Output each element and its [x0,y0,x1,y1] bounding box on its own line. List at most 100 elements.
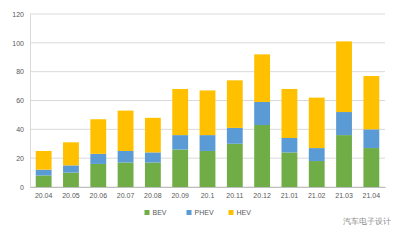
bar [63,142,79,165]
bar [254,102,270,125]
grid-line [30,71,385,72]
bar [336,41,352,112]
legend-label: BEV [153,209,167,216]
bar [90,164,106,187]
legend-item: HEV [229,209,252,216]
x-tick: 20.09 [171,187,189,199]
bar [172,135,188,149]
bar [336,135,352,187]
x-tick: 21.02 [308,187,326,199]
bar [145,118,161,153]
grid-line [30,14,385,15]
x-tick-label: 20.08 [144,192,162,199]
bar [36,170,52,176]
bar [363,148,379,187]
x-tick: 20.11 [226,187,243,199]
x-tick-label: 21.04 [363,192,381,199]
bar [200,90,216,135]
x-tick: 21.03 [335,187,353,199]
bar [227,128,243,144]
x-tick: 20.1 [201,187,215,199]
bar [363,76,379,129]
y-tick: 20 [16,155,30,162]
y-tick: 40 [16,126,30,133]
bar [36,175,52,187]
bar [282,152,298,187]
legend-label: PHEV [195,209,214,216]
y-tick: 60 [16,97,30,104]
grid [30,14,385,187]
x-tick-label: 21.02 [308,192,326,199]
bar [145,162,161,187]
bars [36,41,380,187]
bar [227,80,243,128]
bar [363,129,379,148]
bar [336,112,352,135]
y-tick: 0 [20,184,30,191]
x-tick: 20.04 [35,187,53,199]
y-tick-label: 100 [12,40,24,47]
y-tick: 120 [12,11,30,18]
y-axis: 0 20 40 60 80 100 120 [12,11,30,191]
x-tick-label: 20.09 [171,192,189,199]
legend-item: PHEV [187,209,214,216]
bar [36,151,52,170]
bar [63,173,79,187]
bar [118,151,134,163]
bar [200,151,216,187]
legend-swatch [229,210,234,215]
x-tick: 20.05 [62,187,80,199]
x-tick-label: 21.01 [281,192,299,199]
bar [90,154,106,164]
y-tick-label: 60 [16,97,24,104]
bar [90,119,106,154]
bar [118,111,134,151]
y-tick-label: 40 [16,126,24,133]
bar [309,148,325,161]
x-tick: 20.12 [253,187,271,199]
x-tick: 21.01 [281,187,299,199]
bar [309,161,325,187]
bar [172,150,188,187]
bar [172,89,188,135]
legend-item: BEV [145,209,167,216]
bar [282,138,298,152]
legend: BEV PHEV HEV [145,209,252,216]
bar [227,144,243,187]
y-tick-label: 0 [20,184,24,191]
x-tick-label: 21.03 [335,192,353,199]
x-tick: 20.07 [117,187,135,199]
bar [254,125,270,187]
bar [254,54,270,102]
y-tick: 80 [16,68,30,75]
y-tick: 100 [12,40,30,47]
grid-line [30,42,385,43]
bar [200,135,216,151]
bar [118,162,134,187]
watermark: 汽车电子设计 [343,217,391,226]
x-tick-label: 20.05 [62,192,80,199]
x-tick-label: 20.07 [117,192,135,199]
x-axis: 20.04 20.05 20.06 20.07 20.08 20.09 20.1 20.11 2… [31,187,386,199]
y-tick-label: 80 [16,68,24,75]
x-tick-label: 20.11 [226,192,243,199]
legend-swatch [145,210,150,215]
chart: 0 20 40 60 80 100 120 20.04 20.05 20.06 20.07 20.08… [0,0,395,229]
x-tick: 20.06 [90,187,108,199]
x-tick-label: 20.06 [90,192,108,199]
x-tick: 21.04 [363,187,381,199]
y-tick-label: 20 [16,155,24,162]
series-hev [36,41,380,169]
x-axis-line [31,187,386,188]
plot: 0 20 40 60 80 100 120 20.04 20.05 20.06 20.07 20.08… [12,11,385,199]
y-axis-line [30,15,31,188]
bar [63,165,79,172]
x-tick-label: 20.04 [35,192,53,199]
x-tick-label: 20.1 [201,192,215,199]
legend-label: HEV [237,209,252,216]
x-tick-label: 20.12 [253,192,271,199]
bar [145,152,161,162]
y-tick-label: 120 [12,11,24,18]
legend-swatch [187,210,192,215]
x-tick: 20.08 [144,187,162,199]
